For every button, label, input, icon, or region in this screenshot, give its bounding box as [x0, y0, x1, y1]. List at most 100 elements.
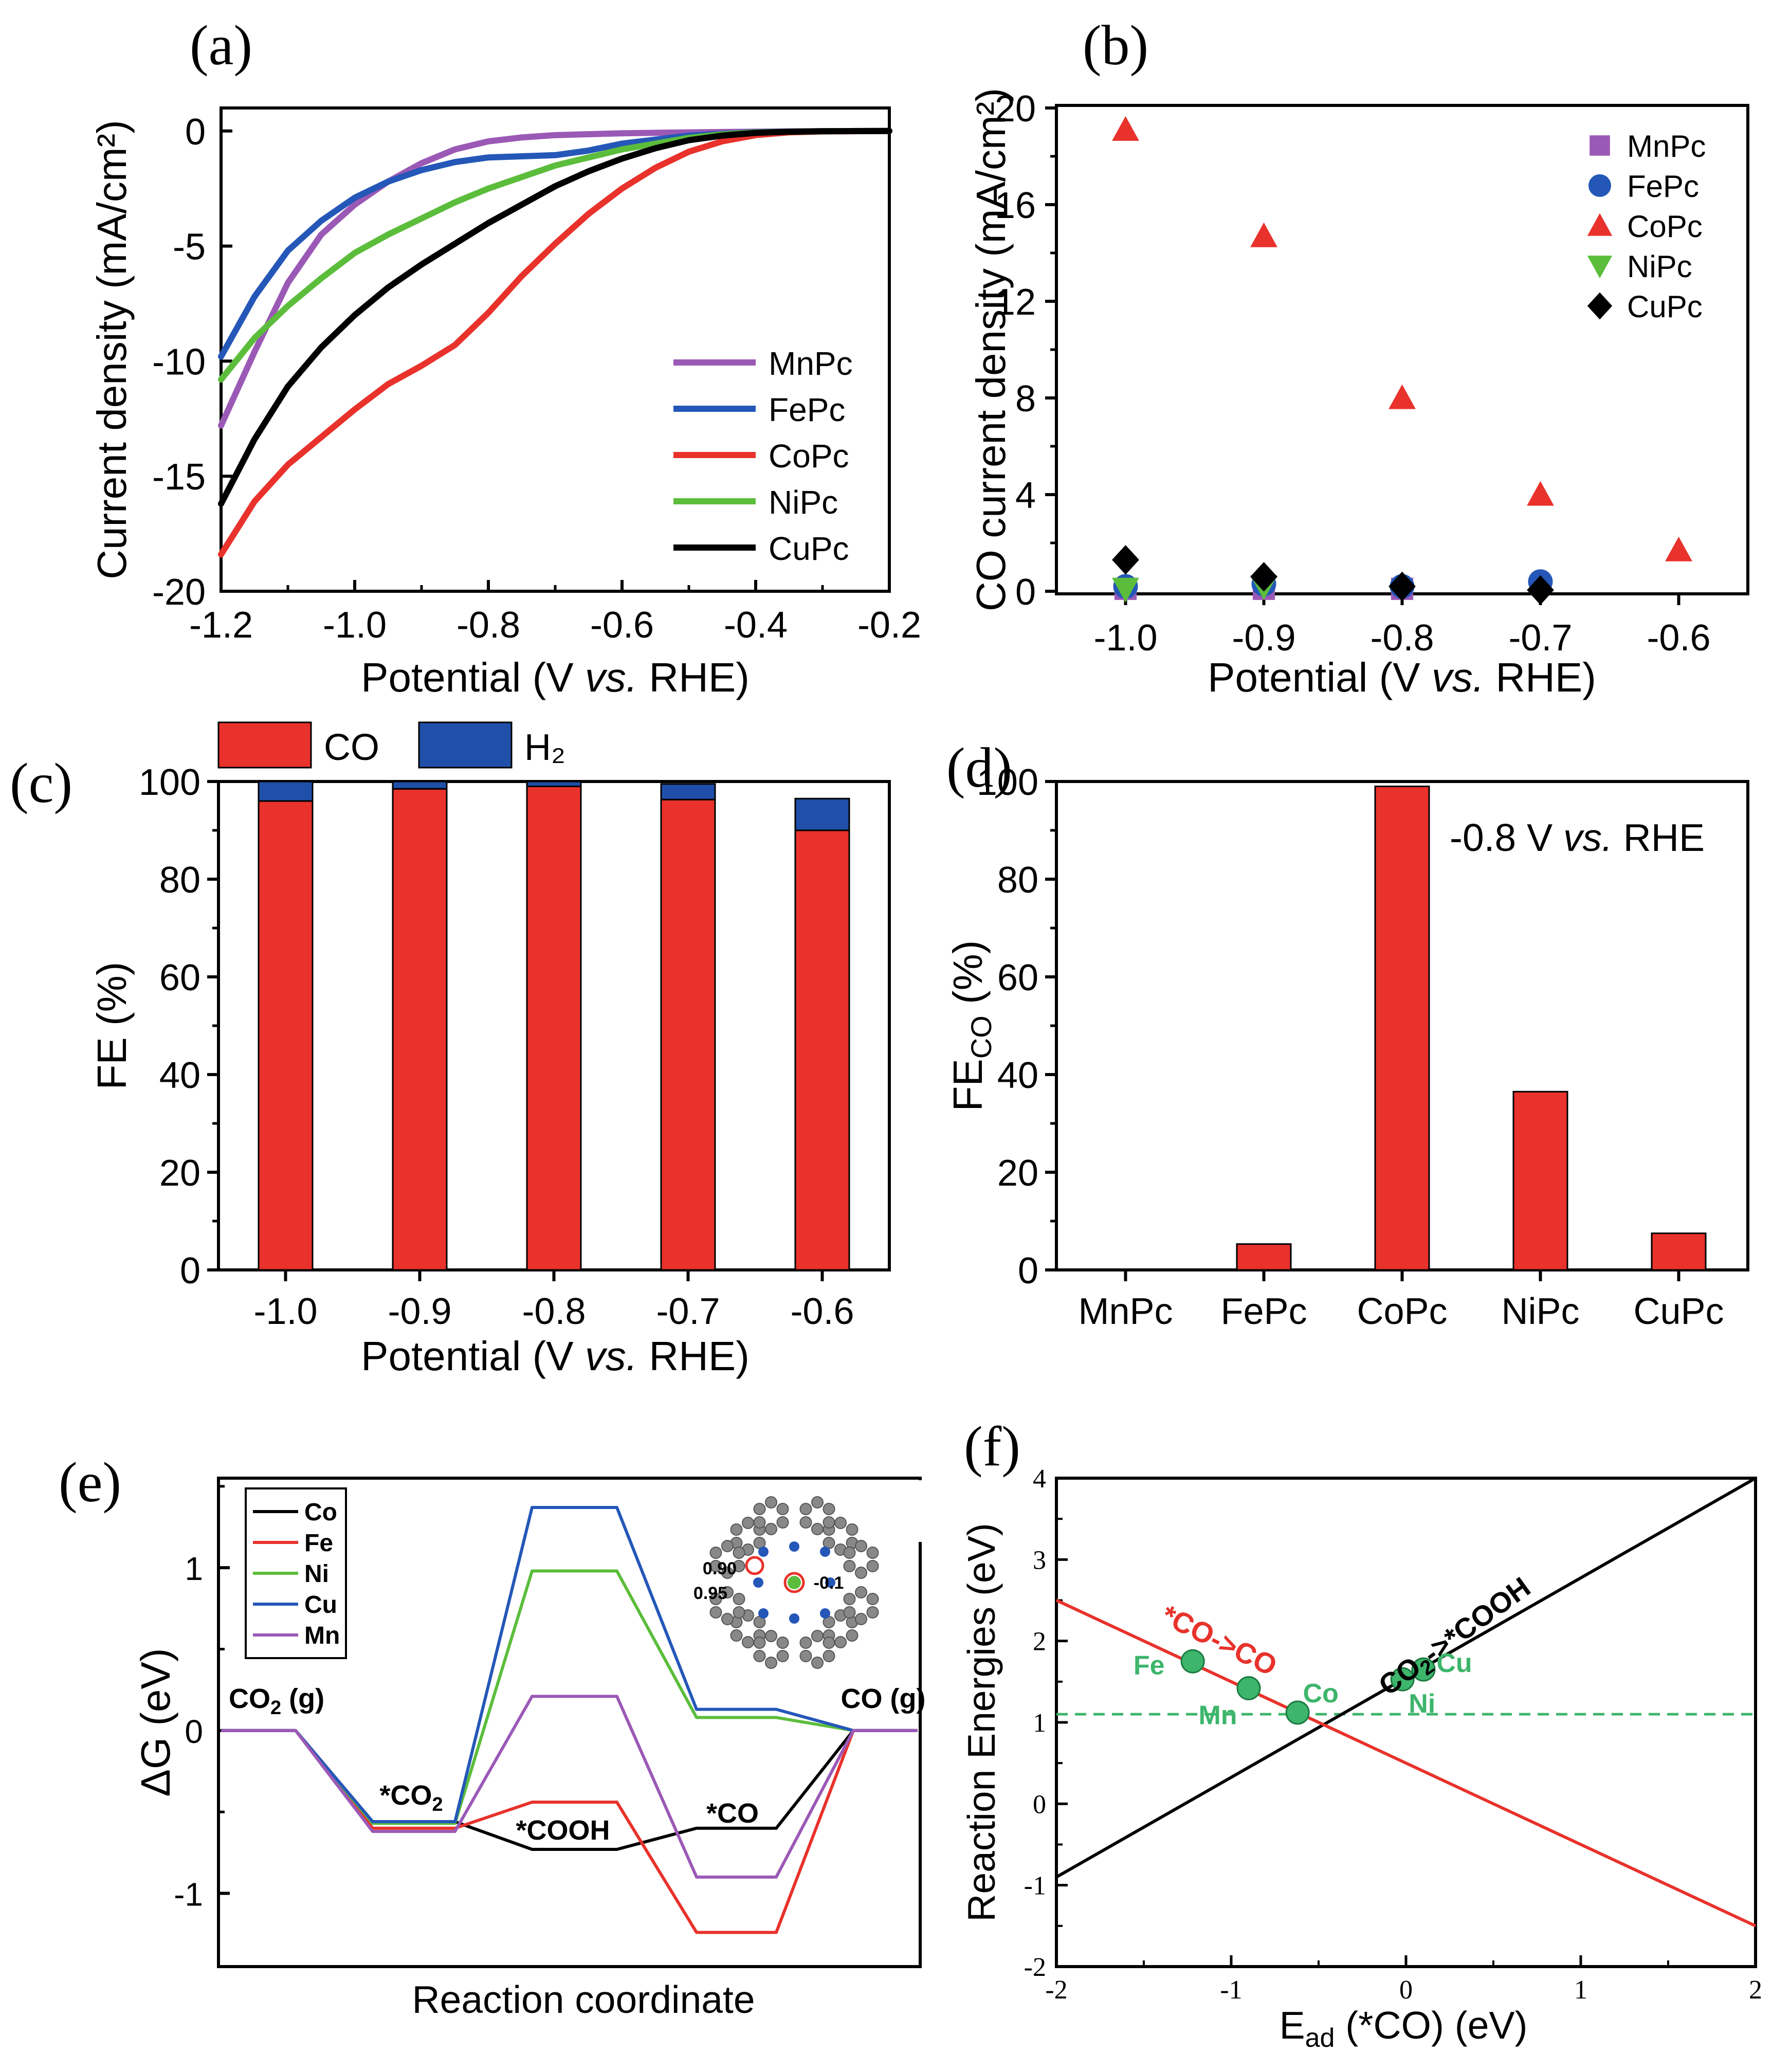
legend-label-ni: Ni — [304, 1560, 329, 1588]
carbon-atom — [721, 1613, 734, 1625]
y-axis-label-c: FE (%) — [89, 962, 135, 1090]
carbon-atom — [776, 1650, 789, 1662]
y-tick-label: 60 — [997, 957, 1038, 998]
tick-marks-a: -1.2 -1.0 -0.8 -0.6 -0.4 -0.2 0 -5 -10 -15 -20 — [152, 112, 921, 646]
data-point-copc — [1527, 481, 1554, 506]
x-axis-label-f: Ead (*CO) (eV) — [1280, 2004, 1528, 2053]
legend-swatch-co — [217, 721, 312, 769]
x-tick-label: -0.7 — [656, 1291, 720, 1332]
y-tick-label: 40 — [997, 1055, 1038, 1096]
state-label-co2g: CO2 (g) — [229, 1683, 324, 1719]
carbon-atom — [765, 1657, 777, 1669]
carbon-atom — [866, 1606, 879, 1619]
panel-label-e: (e) — [59, 1451, 121, 1514]
x-tick-label: -0.4 — [724, 605, 788, 646]
x-tick-label: CuPc — [1633, 1291, 1724, 1332]
carbon-atom — [866, 1593, 879, 1605]
y-axis-label-d: FECO (%) — [945, 940, 997, 1112]
inset-value-2: 0.95 — [693, 1584, 727, 1603]
state-label-cooh: *COOH — [516, 1815, 610, 1846]
highlight-ring-n — [745, 1556, 764, 1575]
legend-marker-copc — [1587, 213, 1613, 236]
nitrogen-atom — [753, 1577, 763, 1588]
metal-point-ni — [1390, 1667, 1415, 1692]
legend-label-mnpc: MnPc — [769, 345, 853, 382]
x-axis-label-e: Reaction coordinate — [412, 1978, 755, 2021]
x-tick-label: -0.9 — [388, 1291, 451, 1332]
nitrogen-atom — [820, 1547, 830, 1557]
x-tick-label: FePc — [1220, 1291, 1307, 1332]
x-tick-label: NiPc — [1501, 1291, 1579, 1332]
carbon-atom — [855, 1613, 867, 1625]
inset-value-3: -0.1 — [814, 1573, 844, 1593]
y-tick-label: 80 — [159, 860, 200, 901]
y-tick-label: 100 — [977, 762, 1038, 803]
carbon-atom — [776, 1503, 789, 1515]
x-tick-label: -0.2 — [857, 605, 921, 646]
highlight-ring-metal — [783, 1572, 805, 1593]
series-line-cupc — [218, 128, 892, 507]
y-tick-label: -2 — [1024, 1953, 1046, 1982]
y-axis-label-a: Current density (mA/cm²) — [89, 120, 135, 579]
legend-marker-nipc — [1587, 256, 1613, 279]
bar-fe-co-fepc — [1236, 1243, 1292, 1271]
legend-a: MnPc FePc CoPc NiPc CuPc — [673, 345, 853, 567]
frame-gap-e — [918, 1480, 923, 1542]
y-tick-label: 0 — [1033, 1790, 1046, 1819]
metal-label-mn: Mn — [1198, 1701, 1237, 1731]
data-point-cupc — [1527, 575, 1554, 605]
legend-marker-fepc — [1588, 174, 1611, 197]
y-tick-label: 80 — [997, 860, 1038, 901]
legend-label-fepc: FePc — [769, 391, 845, 428]
y-tick-label: 60 — [159, 957, 200, 998]
nitrogen-atom — [789, 1613, 799, 1624]
carbon-atom — [709, 1547, 722, 1559]
panel-label-a: (a) — [190, 14, 252, 77]
legend-label-cupc: CuPc — [769, 530, 849, 567]
carbon-atom — [866, 1547, 879, 1559]
data-point-copc — [1389, 384, 1416, 409]
carbon-atom — [843, 1606, 856, 1619]
y-tick-label: 4 — [1033, 1464, 1046, 1494]
bar-co — [258, 800, 314, 1271]
data-point-cupc — [1250, 562, 1277, 592]
legend-marker-cupc — [1587, 292, 1613, 320]
y-tick-label: 0 — [185, 112, 206, 153]
x-tick-label: -0.6 — [590, 605, 654, 646]
x-tick-label: -0.6 — [790, 1291, 854, 1332]
bar-co — [392, 788, 448, 1271]
data-point-nipc — [1112, 577, 1139, 603]
carbon-atom — [799, 1637, 812, 1649]
carbon-atom — [811, 1657, 824, 1669]
series-group-b — [1112, 116, 1692, 605]
carbon-atom — [823, 1650, 835, 1662]
series-group-a — [218, 128, 892, 558]
tick-marks-f: -2 -1 0 1 2 -2 -1 0 1 2 3 4 — [1024, 1464, 1762, 2005]
x-tick-label: -1.0 — [253, 1291, 317, 1332]
legend-label-nipc: NiPc — [1627, 249, 1692, 284]
y-tick-label: -20 — [152, 572, 206, 613]
x-tick-label: 2 — [1749, 1975, 1762, 2005]
state-label-co2-ads: *CO2 — [379, 1780, 443, 1815]
y-tick-label: 20 — [159, 1153, 200, 1194]
legend-label-nipc: NiPc — [769, 484, 838, 521]
data-point-copc — [1112, 116, 1139, 141]
nitrogen-atom — [820, 1608, 830, 1619]
line-label-red: *CO->CO — [1157, 1598, 1282, 1682]
molecule-atoms — [709, 1496, 879, 1669]
bar-fe-co-cupc — [1651, 1232, 1707, 1271]
carbon-atom — [721, 1540, 734, 1552]
panel-e: (e) 1 0 -1 Co Fe Ni Cu Mn CO2 (g) *CO2 *COOH *… — [59, 1451, 926, 2021]
y-tick-label: 1 — [1033, 1709, 1046, 1738]
legend-label-cu: Cu — [304, 1591, 337, 1619]
carbon-atom — [811, 1630, 824, 1642]
plot-frame-f — [1055, 1477, 1757, 1968]
panel-label-f: (f) — [964, 1415, 1020, 1478]
carbon-atom — [730, 1629, 743, 1642]
panel-b: (b) -1.0 -0.9 -0.8 -0.7 -0.6 0 4 8 12 16 20 MnPc Fe… — [968, 14, 1749, 700]
y-tick-label: 20 — [997, 1153, 1038, 1194]
series-line-nipc — [218, 128, 892, 383]
y-tick-label: 0 — [1015, 572, 1036, 613]
